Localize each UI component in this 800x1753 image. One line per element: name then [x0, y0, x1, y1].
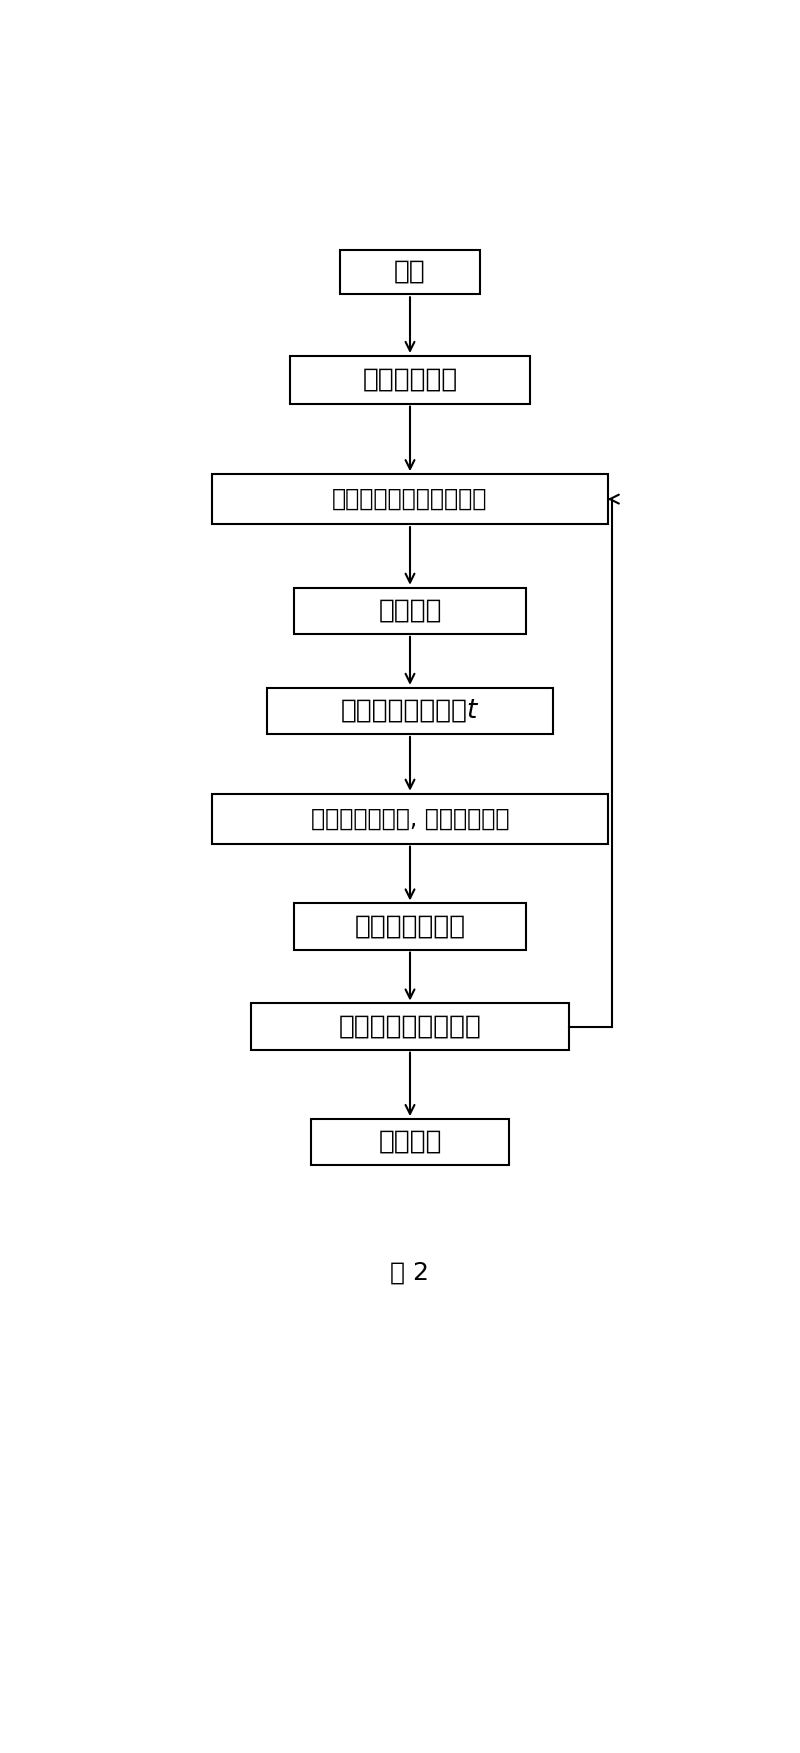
Text: 开始: 开始	[394, 259, 426, 286]
Text: 图 2: 图 2	[390, 1260, 430, 1285]
Text: t: t	[466, 698, 477, 724]
Bar	[294, 587, 526, 635]
Text: 对平滑数据补偿: 对平滑数据补偿	[354, 913, 466, 940]
Bar	[311, 1118, 509, 1166]
Text: 由误差折算公式, 计算当前误差: 由误差折算公式, 计算当前误差	[310, 806, 510, 831]
Text: 采集器件数据: 采集器件数据	[362, 366, 458, 393]
Bar	[266, 687, 554, 735]
Text: 捷联解算: 捷联解算	[378, 1129, 442, 1155]
Text: 计算误差折算公式各系数: 计算误差折算公式各系数	[332, 487, 488, 512]
Bar	[251, 1003, 569, 1050]
Text: 数据平滑: 数据平滑	[378, 598, 442, 624]
Bar	[290, 356, 530, 403]
Text: 将补偿后的数据输出: 将补偿后的数据输出	[338, 1013, 482, 1040]
Text: 确定系统当前时刻: 确定系统当前时刻	[340, 698, 467, 724]
Bar	[340, 249, 480, 295]
Bar	[212, 794, 608, 843]
Bar	[294, 903, 526, 950]
Bar	[212, 473, 608, 524]
